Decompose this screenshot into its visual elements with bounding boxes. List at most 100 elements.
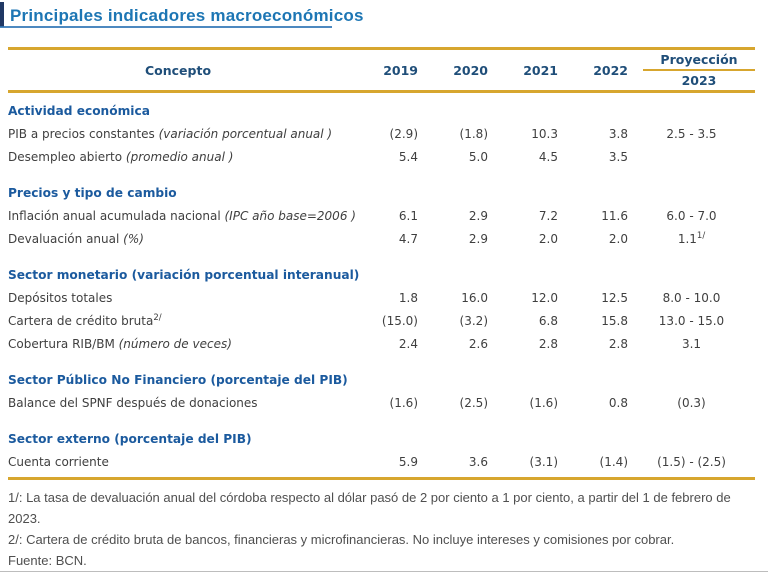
value-cell: 2.0: [608, 231, 628, 246]
value-cell: 12.0: [531, 290, 558, 305]
table-body: Actividad económica PIB a precios constan…: [8, 100, 755, 480]
footnotes: 1/: La tasa de devaluación anual del cór…: [8, 487, 758, 571]
value-cell: 2.4: [398, 336, 418, 351]
table-row: PIB a precios constantes (variación porc…: [8, 122, 755, 145]
row-label: Balance del SPNF después de donaciones: [8, 395, 258, 410]
value-cell: 4.7: [398, 231, 418, 246]
value-cell: 6.8: [538, 313, 558, 328]
value-cell: (3.2): [459, 313, 488, 328]
footnote-1: 1/: La tasa de devaluación anual del cór…: [8, 490, 731, 526]
value-cell: 1.8: [398, 290, 418, 305]
table-row: Cobertura RIB/BM (número de veces) 2.4 2.6…: [8, 332, 755, 355]
year-header-2021: 2021: [523, 62, 558, 78]
value-cell: 5.0: [468, 149, 488, 164]
row-label-cell: Balance del SPNF después de donaciones: [8, 396, 348, 410]
value-cell: 5.9: [398, 454, 418, 469]
title-accent-bar: [0, 2, 4, 27]
row-label: PIB a precios constantes: [8, 126, 155, 141]
value-cell: 2.8: [608, 336, 628, 351]
section-title: Sector Público No Financiero (porcentaje…: [8, 373, 348, 387]
projection-cell: 6.0 - 7.0: [666, 208, 717, 223]
value-cell: 7.2: [538, 208, 558, 223]
projection-cell: 8.0 - 10.0: [662, 290, 721, 305]
value-cell: 6.1: [398, 208, 418, 223]
value-cell: 10.3: [531, 126, 558, 141]
title-underline: [0, 26, 332, 28]
value-cell: (2.9): [389, 126, 418, 141]
value-cell: 2.9: [468, 231, 488, 246]
section-title: Precios y tipo de cambio: [8, 186, 177, 200]
year-header-2022: 2022: [593, 62, 628, 78]
value-cell: 3.8: [608, 126, 628, 141]
section-title: Sector externo (porcentaje del PIB): [8, 432, 252, 446]
projection-header-stack: Proyección 2023: [643, 52, 755, 88]
value-cell: 11.6: [601, 208, 628, 223]
row-note: (%): [119, 231, 144, 246]
projection-cell: 3.1: [681, 336, 702, 351]
value-cell: 3.6: [468, 454, 488, 469]
value-cell: (1.6): [389, 395, 418, 410]
macro-indicators-table: Concepto 2019 2020 2021 2022 Proyección …: [8, 47, 755, 480]
value-cell: (15.0): [381, 313, 418, 328]
value-cell: (1.6): [529, 395, 558, 410]
row-label-cell: Cobertura RIB/BM (número de veces): [8, 337, 348, 351]
value-cell: 12.5: [601, 290, 628, 305]
row-note: (número de veces): [114, 336, 232, 351]
value-cell: 15.8: [601, 313, 628, 328]
table-row: Inflación anual acumulada nacional (IPC …: [8, 204, 755, 227]
table-row: Devaluación anual (%) 4.7 2.9 2.0 2.0 1.11/: [8, 227, 755, 250]
value-cell: 2.0: [538, 231, 558, 246]
row-note: (variación porcentual anual ): [154, 126, 333, 141]
section-title: Actividad económica: [8, 104, 150, 118]
section-title: Sector monetario (variación porcentual i…: [8, 268, 360, 282]
source-note: Fuente: BCN.: [8, 553, 87, 568]
projection-column-header: Proyección 2023: [628, 52, 755, 88]
table-row: Cuenta corriente 5.9 3.6 (3.1) (1.4) (1.5) - …: [8, 450, 755, 473]
page-title: Principales indicadores macroeconómicos: [10, 6, 364, 25]
value-cell: 16.0: [461, 290, 488, 305]
projection-footnote-marker: 1/: [696, 230, 706, 241]
projection-year: 2023: [681, 73, 717, 88]
row-label-cell: Cuenta corriente: [8, 455, 348, 469]
value-cell: 2.8: [538, 336, 558, 351]
table-row: Depósitos totales 1.8 16.0 12.0 12.5 8.0 - 10…: [8, 286, 755, 309]
value-cell: 4.5: [538, 149, 558, 164]
row-label: Devaluación anual: [8, 231, 120, 246]
row-label: Cobertura RIB/BM: [8, 336, 115, 351]
table-row: Balance del SPNF después de donaciones (1…: [8, 391, 755, 414]
projection-cell: 2.5 - 3.5: [666, 126, 717, 141]
value-cell: (3.1): [529, 454, 558, 469]
row-label-cell: Cartera de crédito bruta2/: [8, 312, 348, 328]
value-cell: (1.8): [459, 126, 488, 141]
value-cell: 3.5: [608, 149, 628, 164]
table-header: Concepto 2019 2020 2021 2022 Proyección …: [8, 50, 755, 93]
projection-cell: 13.0 - 15.0: [658, 313, 725, 328]
row-label: Cuenta corriente: [8, 454, 109, 469]
value-cell: 2.6: [468, 336, 488, 351]
value-cell: 0.8: [608, 395, 628, 410]
page-bottom-rule: [0, 571, 768, 572]
row-label: Desempleo abierto: [8, 149, 123, 164]
projection-cell: (0.3): [677, 395, 706, 410]
row-label-cell: Desempleo abierto (promedio anual ): [8, 150, 348, 164]
value-cell: (2.5): [459, 395, 488, 410]
value-cell: 5.4: [398, 149, 418, 164]
projection-label: Proyección: [643, 52, 755, 71]
row-note: (IPC año base=2006 ): [220, 208, 356, 223]
value-cell: 2.9: [468, 208, 488, 223]
row-label-cell: PIB a precios constantes (variación porc…: [8, 127, 348, 141]
concept-column-header: Concepto: [144, 62, 212, 78]
footnote-2: 2/: Cartera de crédito bruta de bancos, …: [8, 532, 675, 547]
row-label-cell: Inflación anual acumulada nacional (IPC …: [8, 208, 356, 223]
row-label: Cartera de crédito bruta: [8, 313, 154, 328]
row-label-cell: Depósitos totales: [8, 291, 348, 305]
projection-cell: (1.5) - (2.5): [657, 454, 726, 469]
row-label: Inflación anual acumulada nacional: [8, 208, 221, 223]
row-label-cell: Devaluación anual (%): [8, 232, 348, 246]
year-column-headers: 2019 2020 2021 2022: [348, 63, 628, 78]
year-header-2019: 2019: [383, 62, 418, 78]
row-footnote-marker: 2/: [153, 312, 162, 323]
table-row: Desempleo abierto (promedio anual ) 5.4 5.…: [8, 145, 755, 168]
row-note: (promedio anual ): [122, 149, 234, 164]
